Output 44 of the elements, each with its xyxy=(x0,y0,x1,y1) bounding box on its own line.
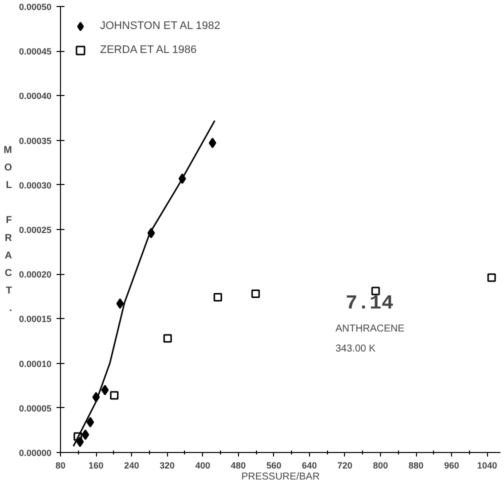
x-tick-label: 720 xyxy=(337,460,352,470)
y-tick-label: 0.00005 xyxy=(18,403,52,414)
point xyxy=(208,138,216,148)
annotation: ANTHRACENE xyxy=(336,324,405,334)
legend-label: JOHNSTON ET AL 1982 xyxy=(100,20,220,32)
point xyxy=(487,273,496,282)
line-series xyxy=(72,120,216,448)
annotation: 7.14 xyxy=(346,292,394,316)
y-tick-label: 0.00010 xyxy=(18,358,52,369)
y-tick-label: 0.00040 xyxy=(18,91,52,102)
y-tick-label: 0.00015 xyxy=(18,314,52,324)
legend-label: ZERDA ET AL 1986 xyxy=(100,44,197,56)
point xyxy=(101,384,109,396)
y-tick-label: 0.00045 xyxy=(18,46,52,57)
point xyxy=(163,334,172,343)
point xyxy=(371,286,380,296)
text: MOL FRACT. xyxy=(4,144,12,314)
point xyxy=(82,429,90,440)
y-tick-label: 0.00035 xyxy=(18,136,52,146)
x-tick-label: 880 xyxy=(408,460,424,470)
y-tick-label: 0.00000 xyxy=(18,448,52,458)
x-tick-label: 800 xyxy=(372,460,388,470)
point xyxy=(116,298,124,309)
x-tick-label: 480 xyxy=(230,460,246,470)
x-tick-label: 1040 xyxy=(477,460,498,470)
y-tick-label: 0.00025 xyxy=(18,225,52,235)
annotation: 343.00 K xyxy=(336,344,376,354)
y-tick-label: 0.00020 xyxy=(18,270,52,280)
x-tick-label: 80 xyxy=(55,460,66,470)
y-tick-label: 0.00030 xyxy=(18,180,52,190)
point xyxy=(74,432,82,441)
point xyxy=(110,391,119,400)
point xyxy=(214,293,222,302)
point xyxy=(86,416,94,428)
x-tick-label: 560 xyxy=(266,460,282,470)
point xyxy=(251,289,260,298)
x-tick-label: 960 xyxy=(444,460,460,470)
x-tick-label: 400 xyxy=(195,460,210,470)
x-tick-label: 320 xyxy=(160,460,175,470)
x-tick-label: 160 xyxy=(88,460,104,470)
x-tick-label: 240 xyxy=(124,460,140,470)
y-tick-label: 0.00050 xyxy=(18,2,52,12)
x-axis-title: PRESSURE/BAR xyxy=(241,472,320,482)
x-tick-label: 640 xyxy=(302,460,317,470)
